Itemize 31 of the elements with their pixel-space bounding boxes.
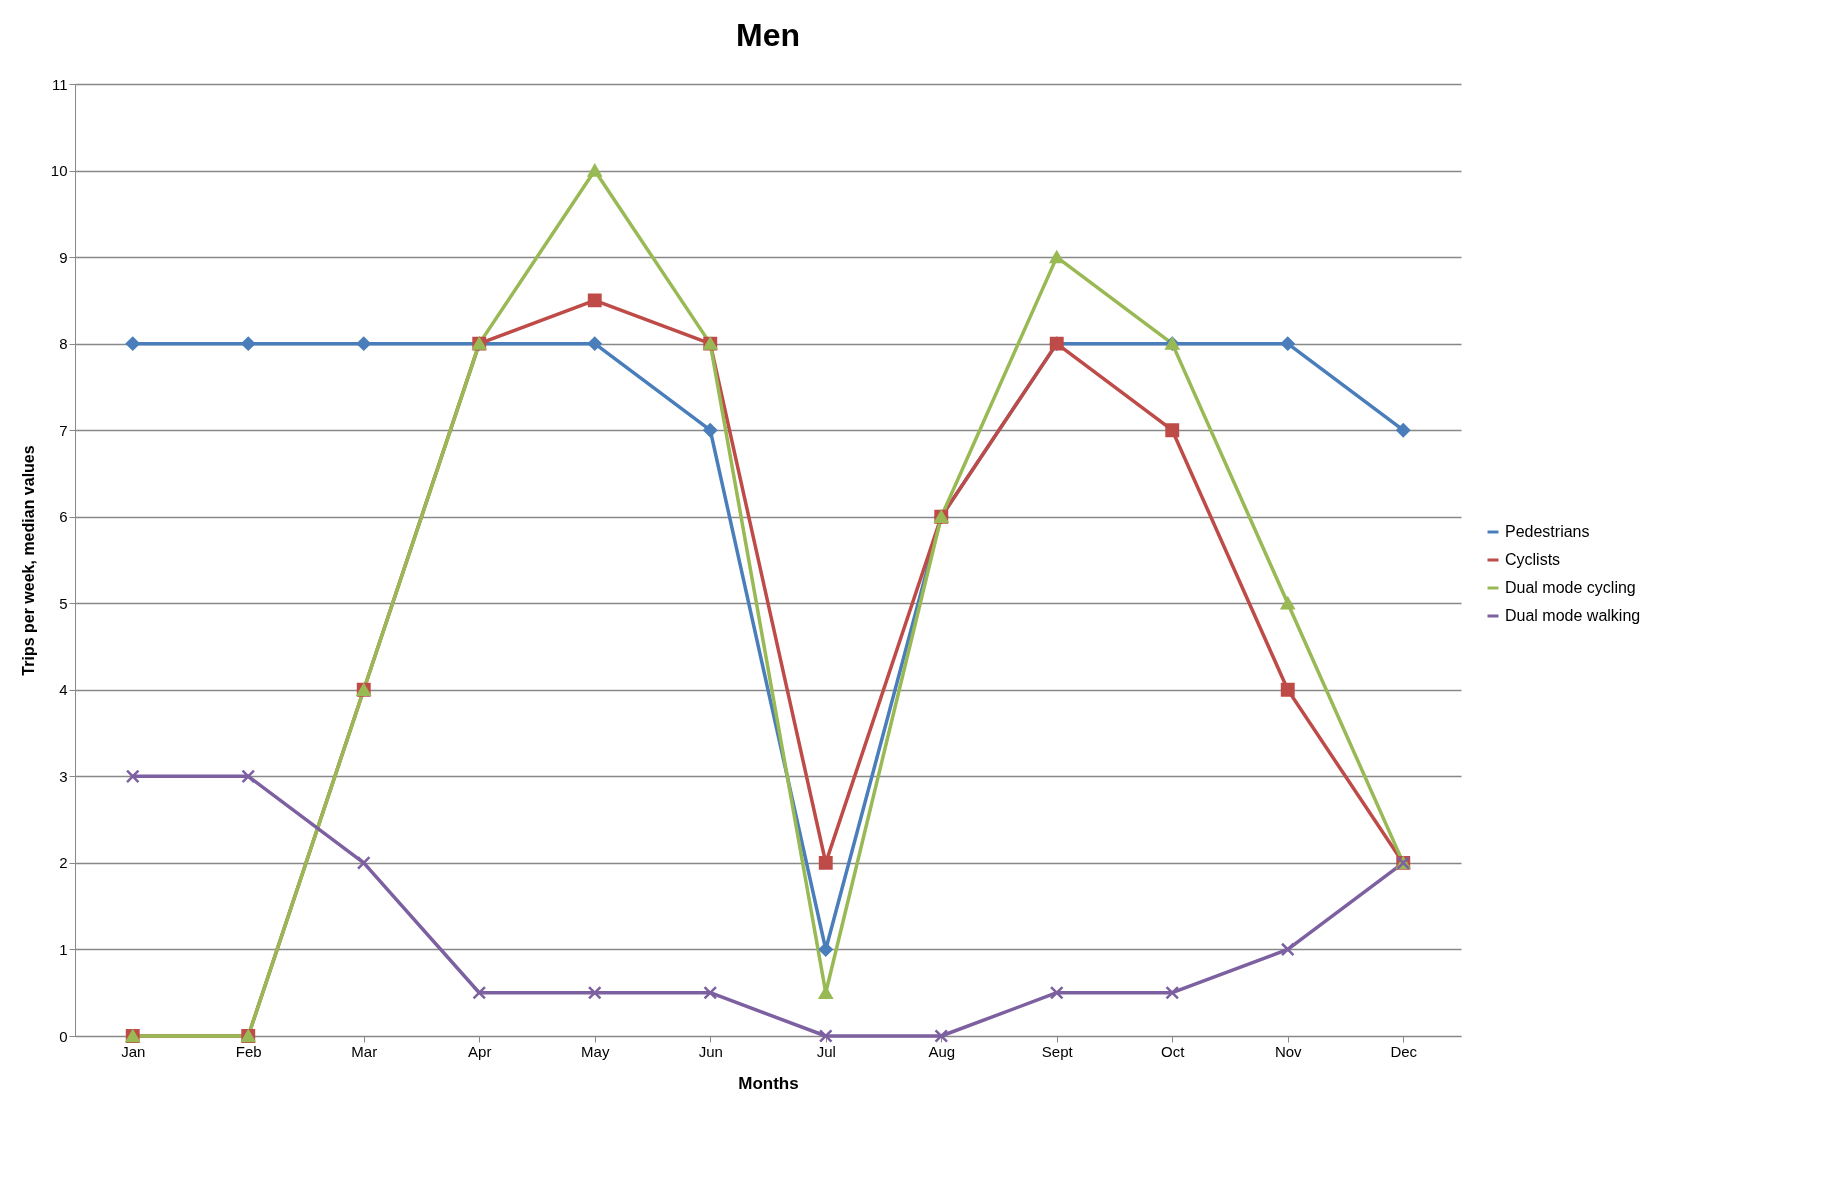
chart-title: Men (736, 17, 800, 53)
y-tick-label: 8 (59, 335, 68, 353)
x-tick-label: Aug (928, 1042, 956, 1060)
y-axis-title: Trips per week, median values (19, 445, 37, 676)
x-tick-label: Sept (1041, 1042, 1074, 1060)
x-tick-label: Jul (816, 1042, 836, 1060)
y-tick-label: 0 (59, 1027, 68, 1045)
x-tick-label: Oct (1161, 1042, 1186, 1060)
x-tick-label: Apr (468, 1042, 492, 1060)
x-tick-label: Jan (121, 1042, 146, 1060)
x-tick-label: Nov (1274, 1042, 1303, 1060)
y-tick-label: 4 (59, 681, 68, 699)
x-tick-label: Dec (1390, 1042, 1418, 1060)
x-tick-label: May (581, 1042, 610, 1060)
y-tick-label: 3 (59, 767, 68, 785)
x-tick-label: Feb (235, 1042, 262, 1060)
y-tick-label: 10 (50, 162, 68, 180)
y-tick-label: 1 (59, 940, 68, 958)
x-tick-label: Jun (698, 1042, 723, 1060)
y-tick-label: 7 (59, 421, 68, 439)
legend-label: Dual mode walking (1505, 607, 1641, 624)
y-tick-label: 11 (51, 75, 68, 93)
legend-label: Cyclists (1505, 551, 1561, 568)
x-axis-title: Months (738, 1073, 799, 1093)
y-tick-label: 9 (59, 248, 68, 266)
y-tick-label: 2 (59, 854, 68, 872)
legend-label: Pedestrians (1505, 523, 1590, 540)
x-tick-label: Mar (351, 1042, 378, 1060)
y-tick-label: 6 (59, 508, 68, 526)
y-tick-label: 5 (59, 594, 68, 612)
legend-label: Dual mode cycling (1505, 579, 1636, 596)
